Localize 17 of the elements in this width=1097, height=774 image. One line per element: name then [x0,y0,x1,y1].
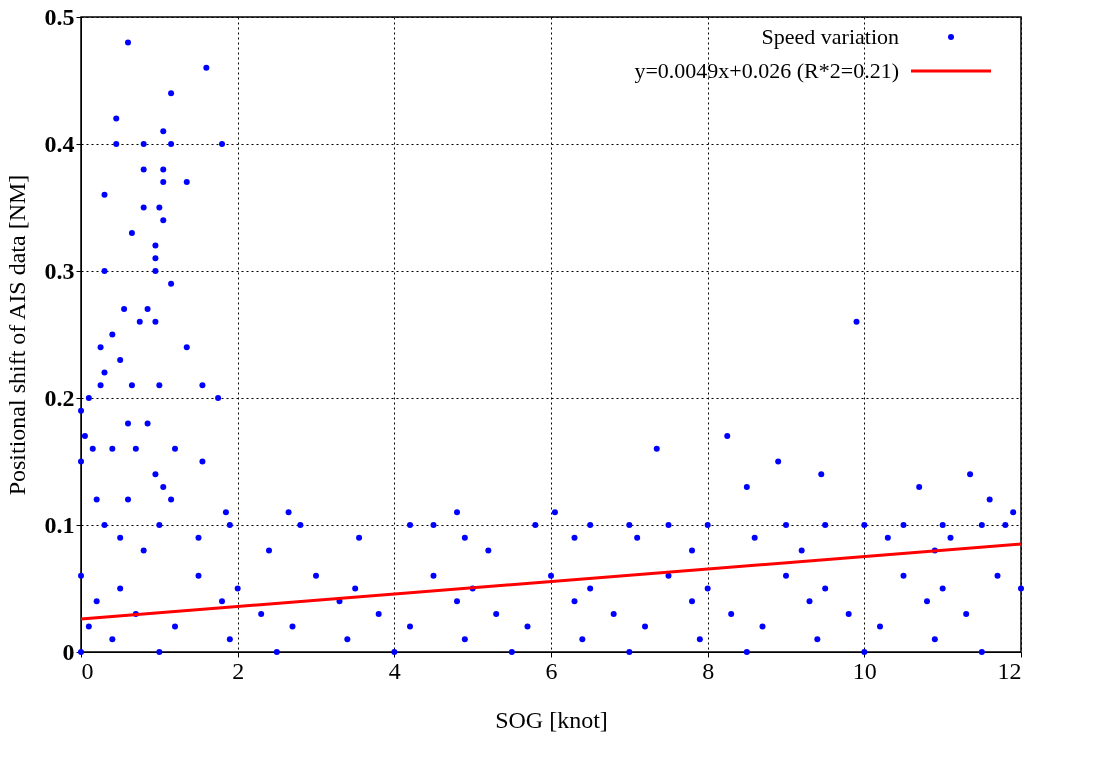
y-tick-label: 0.1 [44,511,75,538]
y-tick-label: 0 [62,638,75,665]
y-axis-title: Positional shift of AIS data [NM] [3,174,30,496]
legend-label: y=0.0049x+0.026 (R*2=0.21) [634,58,899,83]
x-tick-label: 2 [232,657,245,684]
y-tick-label: 0.5 [44,3,75,30]
x-axis-title: SOG [knot] [495,706,608,733]
y-tick-label: 0.2 [44,384,75,411]
x-tick-label: 4 [388,657,401,684]
y-tick-label: 0.4 [44,130,75,157]
y-tick-label: 0.3 [44,257,75,284]
x-tick-label: 0 [81,657,94,684]
x-tick-label: 6 [545,657,558,684]
legend-label: Speed variation [761,24,899,49]
x-tick-label: 12 [997,657,1022,684]
x-tick-label: 8 [702,657,715,684]
x-tick-label: 10 [852,657,877,684]
